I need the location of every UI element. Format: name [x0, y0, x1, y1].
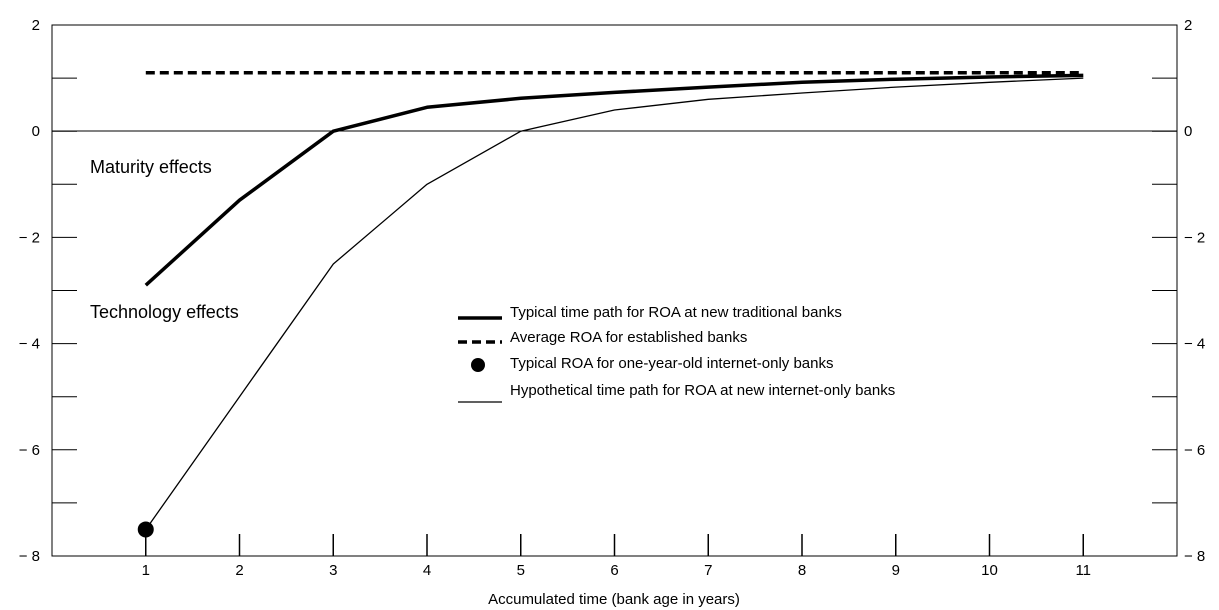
x-axis: 1 2 3 4 5 6 7 8 9 10 11 — [142, 534, 1091, 579]
x-tick-label: 8 — [798, 562, 806, 579]
y-tick-label-left: 2 — [32, 17, 40, 34]
x-tick-label: 7 — [704, 562, 712, 579]
legend-swatch-one-year-old-marker — [471, 358, 485, 372]
y-tick-label-right: 2 — [1184, 17, 1192, 34]
x-tick-label: 9 — [892, 562, 900, 579]
series-layer — [137, 71, 1084, 538]
legend-label-internet-only: Hypothetical time path for ROA at new in… — [510, 382, 895, 399]
y-tick-label-left: − 6 — [19, 442, 40, 459]
x-tick-label: 11 — [1075, 562, 1091, 579]
x-tick-label: 3 — [329, 562, 337, 579]
annotation-maturity-effects: Maturity effects — [90, 157, 212, 177]
x-axis-title: Accumulated time (bank age in years) — [488, 591, 740, 608]
x-tick-label: 4 — [423, 562, 431, 579]
y-tick-label-right: − 6 — [1184, 442, 1205, 459]
y-tick-label-right: − 2 — [1184, 229, 1205, 246]
y-tick-label-right: 0 — [1184, 123, 1192, 140]
left-y-axis: 2 0 − 2 − 4 − 6 − 8 — [19, 17, 77, 565]
legend-label-established: Average ROA for established banks — [510, 329, 747, 346]
x-tick-label: 1 — [142, 562, 150, 579]
series-internet-only-banks — [145, 77, 1084, 530]
y-tick-label-left: − 2 — [19, 229, 40, 246]
y-tick-label-left: − 4 — [19, 336, 40, 353]
legend-label-one-year-old: Typical ROA for one-year-old internet-on… — [510, 355, 834, 372]
annotation-technology-effects: Technology effects — [90, 302, 239, 322]
legend: Typical time path for ROA at new traditi… — [458, 304, 895, 403]
y-tick-label-right: − 4 — [1184, 336, 1205, 353]
x-tick-label: 6 — [610, 562, 618, 579]
y-tick-label-left: − 8 — [19, 548, 40, 565]
x-tick-label: 5 — [517, 562, 525, 579]
right-y-axis: 2 0 − 2 − 4 − 6 − 8 — [1152, 17, 1205, 565]
x-tick-label: 2 — [235, 562, 243, 579]
y-tick-label-left: 0 — [32, 123, 40, 140]
x-tick-label: 10 — [981, 562, 998, 579]
plot-frame — [51, 24, 1178, 557]
series-traditional-banks — [144, 73, 1084, 287]
y-tick-label-right: − 8 — [1184, 548, 1205, 565]
legend-label-traditional: Typical time path for ROA at new traditi… — [510, 304, 842, 321]
